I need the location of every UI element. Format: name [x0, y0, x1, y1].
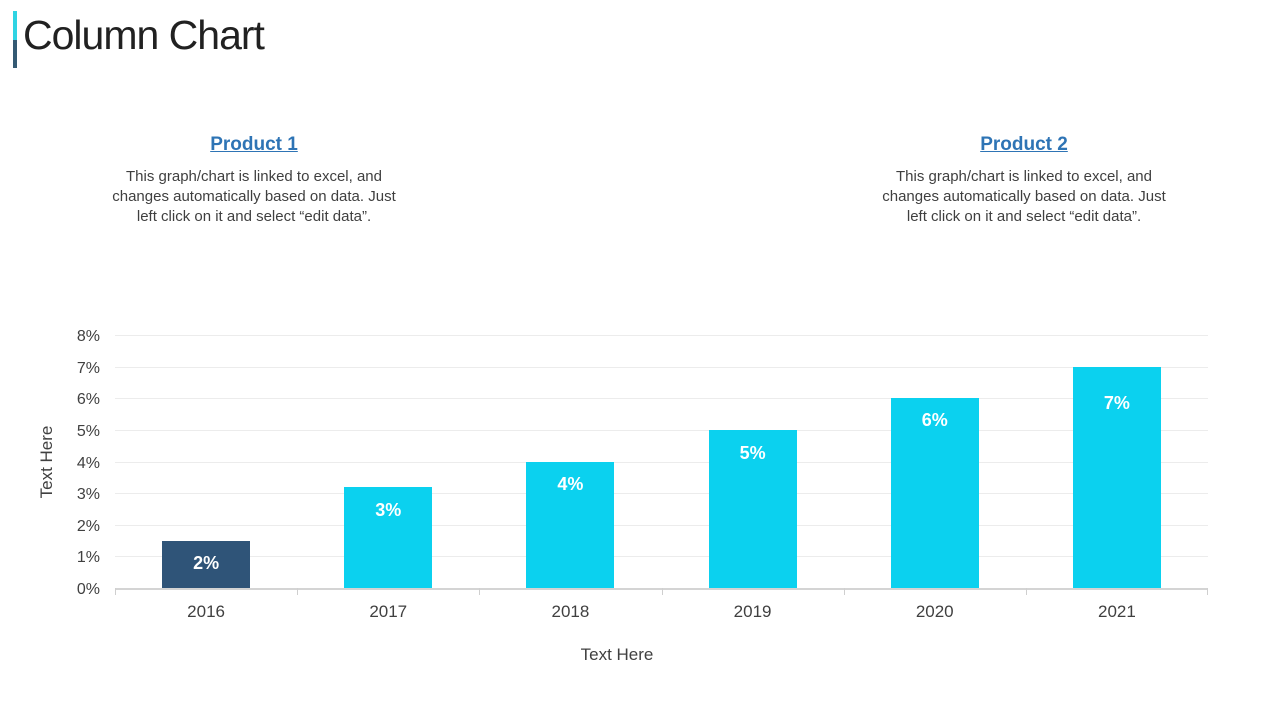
plot-area: 2% 3% 4% 5% 6% 7% — [115, 335, 1208, 595]
bar-2021[interactable]: 7% — [1072, 366, 1161, 588]
bar-value-label: 6% — [921, 410, 948, 431]
product-2-description: This graph/chart is linked to excel, and… — [854, 167, 1194, 227]
accent-bottom-segment — [13, 39, 17, 68]
y-tick-label: 3% — [76, 486, 100, 504]
bar-2020[interactable]: 6% — [890, 398, 979, 588]
gridline — [115, 461, 1208, 463]
y-tick-label: 2% — [76, 517, 100, 535]
x-tick-label: 2020 — [915, 602, 954, 621]
x-tick-label: 2021 — [1097, 602, 1136, 621]
axis-tick — [1026, 588, 1027, 595]
product-2-line-1: This graph/chart is linked to excel, and — [896, 168, 1152, 185]
bar-2016[interactable]: 2% — [162, 540, 251, 588]
product-2-line-2: changes automatically based on data. Jus… — [882, 188, 1166, 205]
product-1-description: This graph/chart is linked to excel, and… — [84, 167, 424, 227]
page-title: Column Chart — [23, 12, 265, 58]
bar-value-label: 5% — [739, 442, 766, 463]
gridline — [115, 493, 1208, 495]
axis-tick — [662, 588, 663, 595]
y-tick-label: 1% — [76, 549, 100, 567]
product-2-line-3: left click on it and select “edit data”. — [906, 208, 1142, 225]
product-1-line-1: This graph/chart is linked to excel, and — [126, 168, 382, 185]
y-tick-label: 7% — [76, 359, 100, 377]
gridline — [115, 429, 1208, 431]
axis-tick — [479, 588, 480, 595]
product-1-block: Product 1 This graph/chart is linked to … — [84, 132, 424, 227]
x-tick-label: 2017 — [369, 602, 408, 621]
gridline — [115, 524, 1208, 526]
bar-value-label: 3% — [375, 499, 402, 520]
bar-2019[interactable]: 5% — [708, 429, 797, 588]
product-2-block: Product 2 This graph/chart is linked to … — [854, 132, 1194, 227]
product-1-line-3: left click on it and select “edit data”. — [136, 208, 372, 225]
x-tick-label: 2016 — [187, 602, 225, 621]
axis-tick — [844, 588, 845, 595]
y-tick-label: 8% — [76, 328, 100, 345]
x-axis-tick-labels: 2016 2017 2018 2019 2020 2021 — [115, 601, 1208, 623]
bar-2017[interactable]: 3% — [344, 486, 433, 588]
axis-tick — [115, 588, 116, 595]
gridline — [115, 556, 1208, 558]
product-1-line-2: changes automatically based on data. Jus… — [112, 188, 396, 205]
y-tick-label: 6% — [76, 391, 100, 409]
bar-value-label: 4% — [557, 473, 584, 494]
x-tick-label: 2019 — [733, 602, 772, 621]
bar-2018[interactable]: 4% — [526, 461, 615, 588]
y-tick-label: 4% — [76, 454, 100, 472]
bar-value-label: 2% — [193, 552, 220, 573]
x-tick-label: 2018 — [551, 602, 590, 621]
y-tick-label: 0% — [76, 581, 100, 598]
accent-top-segment — [13, 11, 17, 40]
y-axis-tick-labels: 0% 1% 2% 3% 4% 5% 6% 7% 8% — [30, 328, 100, 598]
gridline — [115, 398, 1208, 400]
bar-value-label: 7% — [1103, 392, 1130, 413]
title-accent-bar — [13, 11, 17, 68]
gridline — [115, 335, 1208, 336]
axis-tick — [297, 588, 298, 595]
x-axis-title: Text Here — [580, 645, 654, 664]
product-2-heading: Product 2 — [980, 134, 1068, 155]
y-tick-label: 5% — [76, 422, 100, 440]
product-1-heading: Product 1 — [210, 134, 298, 155]
axis-tick — [1207, 588, 1208, 595]
gridline — [115, 366, 1208, 368]
